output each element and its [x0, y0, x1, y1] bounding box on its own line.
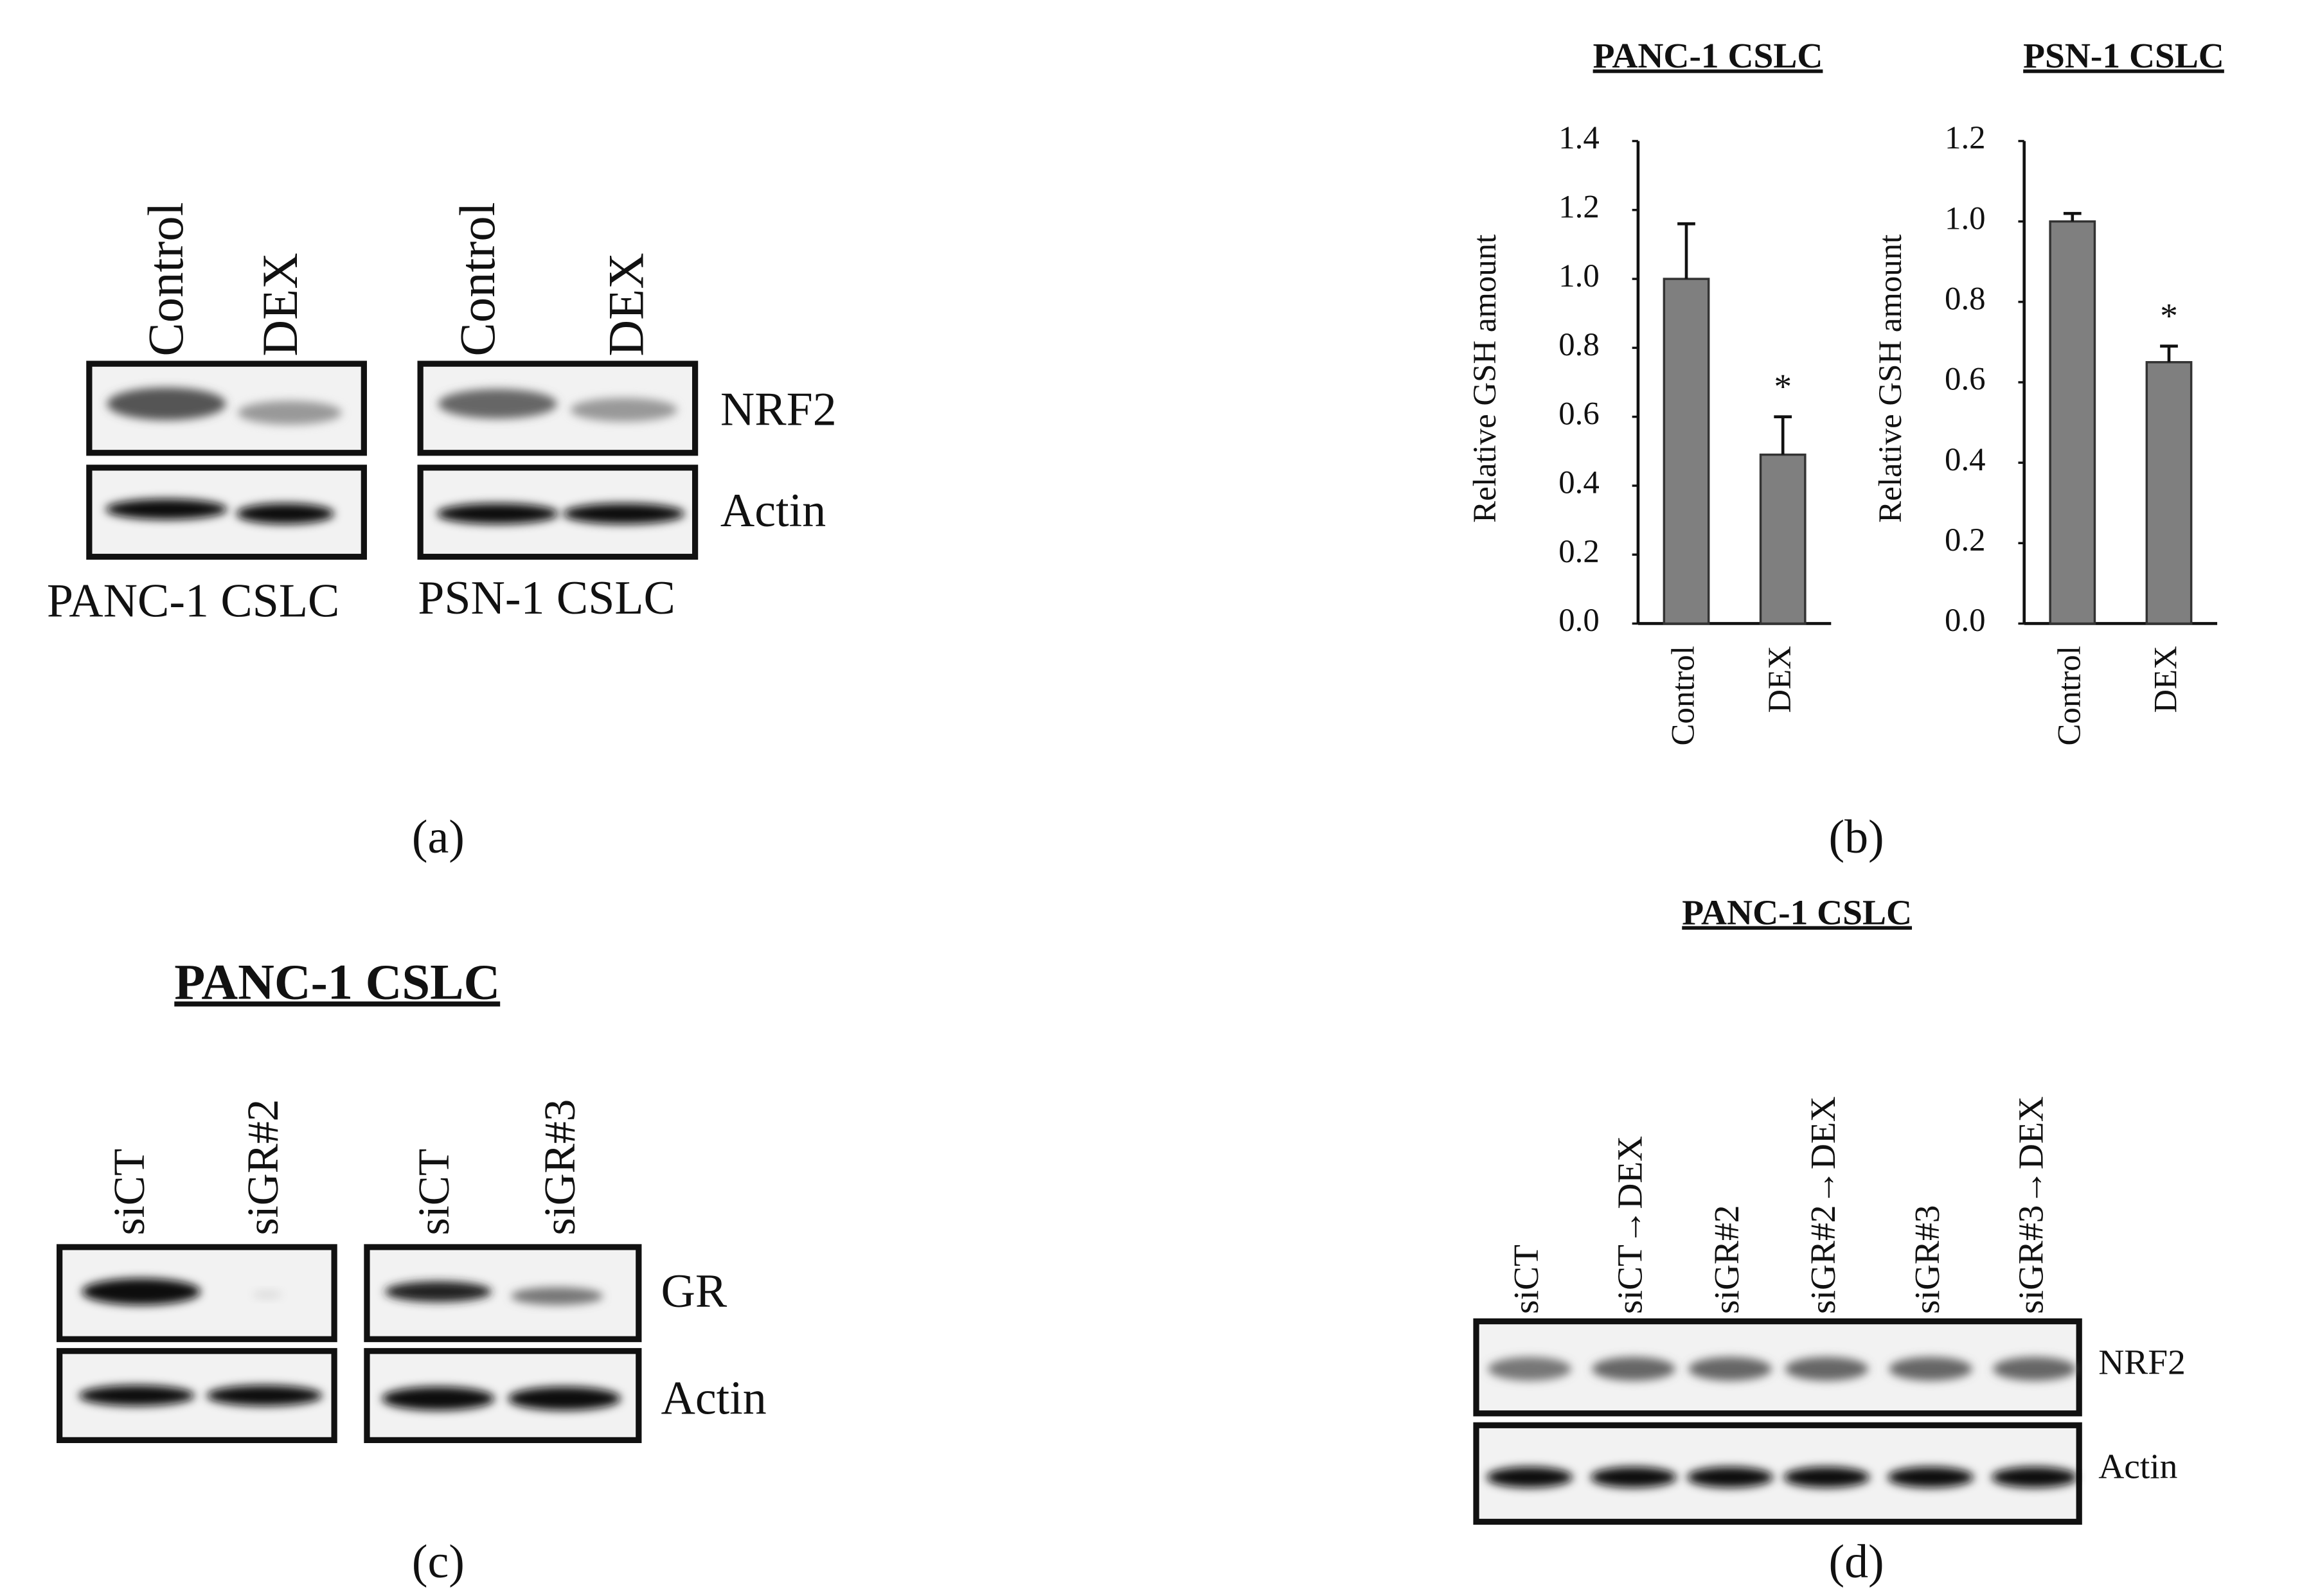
lane-label: siGR#2 — [1707, 1205, 1746, 1314]
band — [570, 398, 677, 422]
y-tick-label: 0.2 — [1558, 533, 1600, 569]
panel-label: (a) — [412, 810, 465, 863]
lane-label: siCT — [1506, 1245, 1546, 1314]
y-axis-label: Relative GSH amount — [1467, 235, 1503, 523]
panel-label: (c) — [412, 1535, 465, 1588]
chart-title: PANC-1 CSLC — [1593, 36, 1823, 75]
panel-label: (b) — [1828, 810, 1884, 863]
bar — [2145, 360, 2193, 625]
y-tick-label: 1.2 — [1945, 120, 1986, 155]
x-tick-label: Control — [2051, 646, 2087, 745]
blot-label: NRF2 — [2098, 1343, 2186, 1382]
band — [562, 503, 685, 524]
panel-label: (d) — [1828, 1535, 1884, 1588]
band — [384, 1281, 492, 1302]
bar — [1759, 453, 1807, 625]
chart-title: PSN-1 CSLC — [2023, 36, 2224, 75]
band — [508, 1387, 621, 1411]
x-tick-label: DEX — [2148, 646, 2184, 713]
bar — [1663, 278, 1710, 625]
band — [436, 503, 559, 524]
band — [1889, 1356, 1972, 1381]
y-tick-label: 0.8 — [1945, 281, 1986, 317]
band — [511, 1287, 603, 1306]
lane-label: Control — [449, 202, 505, 357]
band — [82, 1278, 201, 1306]
band — [1488, 1356, 1571, 1381]
y-tick-label: 1.0 — [1945, 200, 1986, 236]
y-tick-label: 1.0 — [1558, 258, 1600, 294]
panel-title: PANC-1 CSLC — [174, 954, 500, 1010]
annotation: * — [1774, 367, 1792, 406]
y-tick-label: 1.4 — [1558, 120, 1600, 155]
band — [1887, 1466, 1974, 1488]
error-bar — [1774, 415, 1792, 455]
band — [1688, 1356, 1772, 1381]
y-tick-label: 0.6 — [1945, 361, 1986, 397]
y-tick-label: 0.0 — [1945, 602, 1986, 638]
x-tick-label: Control — [1665, 646, 1701, 745]
band — [78, 1385, 195, 1406]
lane-label: Control — [138, 202, 193, 357]
band — [236, 503, 335, 524]
cell-line-label: PANC-1 CSLC — [47, 574, 339, 627]
band — [382, 1387, 495, 1411]
lane-label: siGR#2 — [238, 1099, 287, 1236]
y-tick-label: 0.4 — [1558, 465, 1600, 501]
error-bar — [2160, 344, 2178, 362]
y-tick-label: 0.6 — [1558, 395, 1600, 431]
lane-label: DEX — [598, 253, 654, 356]
annotation: * — [2160, 296, 2178, 335]
band — [1687, 1466, 1774, 1488]
error-bar — [2063, 211, 2082, 222]
blot-label: GR — [661, 1264, 727, 1317]
band — [1486, 1466, 1573, 1488]
band — [237, 400, 342, 425]
blot-frame — [1473, 1422, 2082, 1525]
band — [105, 499, 228, 520]
lane-label: siCT→DEX — [1611, 1136, 1650, 1314]
band — [1590, 1466, 1677, 1488]
lane-label: siGR#2→DEX — [1803, 1096, 1842, 1314]
lane-label: siCT — [104, 1149, 154, 1236]
blot-label: Actin — [2098, 1446, 2177, 1485]
lane-label: DEX — [252, 253, 308, 356]
band — [253, 1290, 283, 1299]
y-axis-label: Relative GSH amount — [1872, 235, 1908, 523]
blot-label: Actin — [661, 1372, 766, 1424]
band — [1785, 1356, 1869, 1381]
lane-label: siGR#3 — [535, 1099, 584, 1236]
band — [107, 387, 226, 420]
band — [1783, 1466, 1870, 1488]
cell-line-label: PSN-1 CSLC — [418, 571, 675, 624]
panel-title: PANC-1 CSLC — [1682, 892, 1912, 932]
x-tick-label: DEX — [1762, 646, 1798, 713]
blot-label: NRF2 — [720, 383, 837, 436]
band — [1592, 1356, 1675, 1381]
y-tick-label: 0.2 — [1945, 522, 1986, 558]
y-tick-label: 0.8 — [1558, 326, 1600, 362]
y-tick-label: 0.4 — [1945, 441, 1986, 477]
band — [438, 389, 557, 419]
band — [1993, 1356, 2076, 1381]
band — [206, 1385, 323, 1406]
blot-frame — [1473, 1318, 2082, 1417]
y-tick-label: 1.2 — [1558, 188, 1600, 224]
bar — [2049, 220, 2096, 625]
band — [1991, 1466, 2078, 1488]
error-bar — [1677, 222, 1695, 279]
lane-label: siCT — [409, 1149, 458, 1236]
lane-label: siGR#3→DEX — [2012, 1096, 2051, 1314]
blot-label: Actin — [720, 484, 826, 536]
y-tick-label: 0.0 — [1558, 602, 1600, 638]
lane-label: siGR#3 — [1907, 1205, 1947, 1314]
